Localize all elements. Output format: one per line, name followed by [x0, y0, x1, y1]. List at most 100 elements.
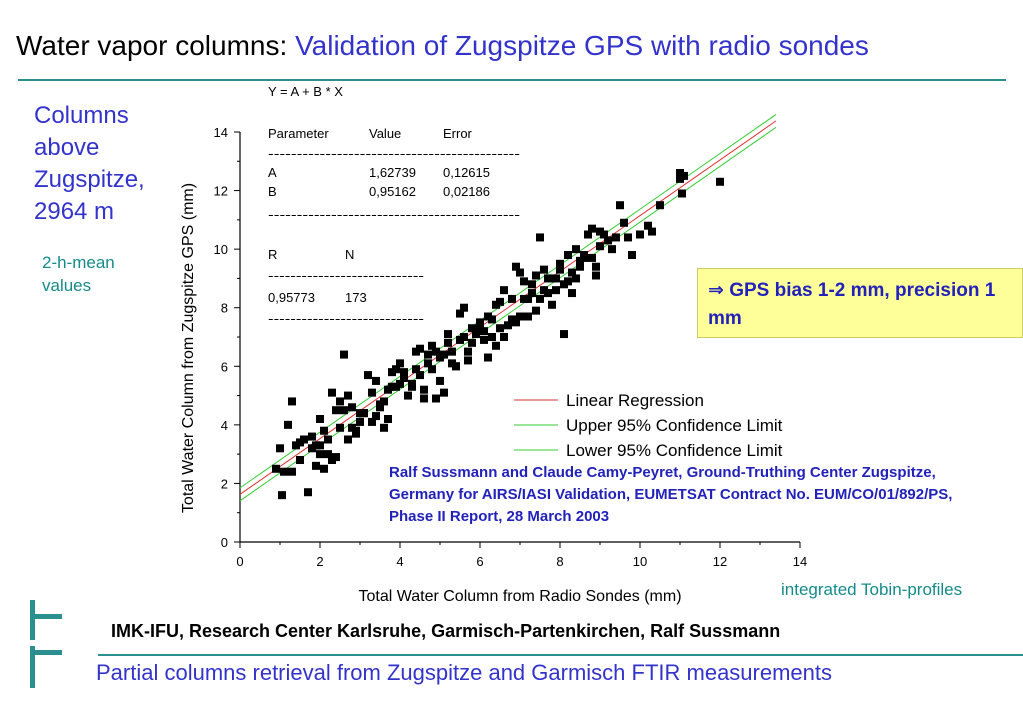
data-point — [340, 406, 348, 415]
data-point — [328, 388, 336, 397]
data-point — [296, 456, 304, 464]
data-point — [484, 353, 492, 362]
data-point — [676, 169, 684, 177]
footer-subtitle: Partial columns retrieval from Zugspitze… — [96, 660, 833, 685]
data-point — [564, 251, 572, 259]
data-point — [288, 467, 296, 476]
data-point — [568, 268, 576, 277]
data-point — [716, 177, 724, 186]
data-point — [536, 233, 544, 242]
data-point — [540, 265, 548, 274]
y-tick-label: 4 — [221, 418, 228, 433]
data-point — [612, 233, 620, 242]
y-tick-label: 12 — [214, 184, 228, 199]
data-point — [568, 289, 576, 298]
data-point — [592, 262, 600, 271]
data-point — [360, 409, 368, 418]
data-point — [420, 394, 428, 403]
data-point — [276, 444, 284, 453]
data-point — [536, 294, 544, 303]
data-point — [524, 294, 532, 303]
data-point — [412, 365, 420, 374]
data-point — [316, 450, 324, 459]
data-point — [616, 201, 624, 210]
data-point — [320, 426, 328, 435]
fit-row-a-name: A — [268, 165, 277, 180]
y-tick-label: 14 — [214, 125, 228, 140]
data-point — [368, 388, 376, 397]
data-point — [500, 333, 508, 341]
data-point — [460, 303, 468, 312]
data-point — [524, 312, 532, 321]
axis-ticks: 0 2 4 6 8 10 12 14 0 2 4 6 8 10 12 14 — [214, 125, 808, 569]
y-tick-label: 0 — [221, 535, 228, 550]
data-point — [312, 461, 320, 470]
fit-dashes-1: ----------------------------------------… — [268, 146, 520, 161]
data-point — [444, 338, 452, 347]
data-point — [400, 374, 408, 382]
columns-caption: Columns above Zugspitze, 2964 m — [34, 102, 145, 225]
data-point — [560, 280, 568, 289]
data-point — [396, 379, 404, 388]
data-point — [348, 403, 356, 412]
y-tick-label: 6 — [221, 359, 228, 374]
data-point — [436, 376, 444, 385]
legend-label-lower: Lower 95% Confidence Limit — [566, 441, 783, 460]
fit-header-value: Value — [369, 126, 401, 141]
data-point — [380, 397, 388, 406]
data-point — [548, 300, 556, 309]
data-point — [678, 189, 686, 198]
footer-divider — [98, 654, 1023, 656]
data-point — [284, 420, 292, 429]
data-point — [384, 415, 392, 423]
footer-bracket-bottom-arm — [30, 650, 62, 655]
footer-bracket-top-arm — [30, 614, 62, 619]
data-point — [280, 467, 288, 476]
data-point — [572, 245, 580, 254]
y-tick-label: 2 — [221, 476, 228, 491]
data-point — [332, 406, 340, 415]
data-point — [552, 286, 560, 295]
footer-decoration — [30, 600, 62, 688]
institute-line: IMK-IFU, Research Center Karlsruhe, Garm… — [111, 621, 781, 641]
mean-caption: 2-h-mean values — [42, 253, 115, 295]
data-point — [356, 417, 364, 426]
gps-bias-callout: ⇒ GPS bias 1-2 mm, precision 1 mm — [697, 268, 1023, 338]
fit-equation: Y = A + B * X — [268, 84, 343, 99]
data-point — [516, 312, 524, 321]
data-point — [372, 412, 380, 421]
legend-label-upper: Upper 95% Confidence Limit — [566, 416, 783, 435]
y-tick-label: 10 — [214, 242, 228, 257]
data-point — [328, 456, 336, 464]
data-point — [352, 426, 360, 435]
data-point — [476, 318, 484, 327]
data-point — [404, 391, 412, 400]
data-point — [588, 253, 596, 262]
y-axis-label: Total Water Column from Zugspitze GPS (m… — [180, 183, 197, 513]
fit-dashes-4: ---------------------------- — [268, 311, 424, 326]
data-point — [272, 464, 280, 473]
data-point — [452, 362, 460, 371]
fit-header-error: Error — [443, 126, 473, 141]
data-point — [496, 324, 504, 333]
fit-statistics: Y = A + B * X Parameter Value Error ----… — [268, 84, 520, 326]
x-tick-label: 10 — [633, 554, 647, 569]
data-point — [500, 286, 508, 295]
data-point — [588, 224, 596, 233]
data-point — [296, 438, 304, 447]
data-point — [316, 415, 324, 423]
data-point — [488, 315, 496, 324]
fit-dashes-2: ----------------------------------------… — [268, 207, 520, 222]
page-title: Water vapor columns: Validation of Zugsp… — [16, 30, 869, 62]
fit-row-b-error: 0,02186 — [443, 184, 490, 199]
data-point — [508, 315, 516, 324]
x-tick-label: 14 — [793, 554, 807, 569]
data-point — [480, 327, 488, 336]
data-point — [492, 341, 500, 350]
data-point — [464, 356, 472, 365]
regression-line — [239, 120, 777, 495]
data-point — [528, 280, 536, 289]
fit-rn-r: R — [268, 247, 277, 262]
data-point — [312, 441, 320, 450]
